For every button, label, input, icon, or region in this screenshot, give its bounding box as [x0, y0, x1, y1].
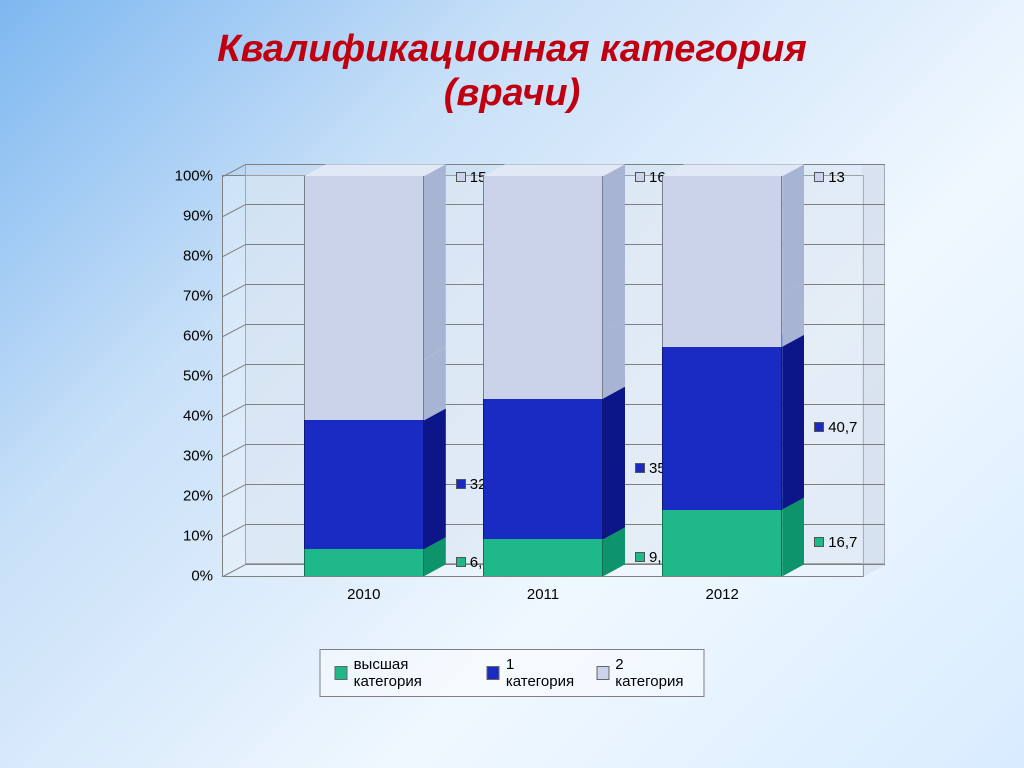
bar-segment — [662, 295, 782, 347]
bar-group: 201216,740,713 — [662, 176, 782, 576]
legend-item: 2 категория — [596, 656, 689, 690]
bar-segment — [304, 549, 424, 576]
bar-segment — [483, 332, 603, 399]
grid-connector — [223, 205, 246, 218]
y-axis-tick: 80% — [183, 248, 223, 265]
x-axis-label: 2012 — [706, 576, 739, 603]
x-axis-label: 2011 — [527, 576, 559, 603]
legend-swatch — [335, 666, 348, 680]
bar-group: 20119,2535,1816,7 — [483, 176, 603, 576]
legend-label: 1 категория — [506, 656, 580, 690]
grid-connector — [223, 525, 246, 538]
label-marker — [635, 172, 645, 182]
label-marker — [814, 537, 824, 547]
label-marker — [456, 172, 466, 182]
bar-segment — [483, 399, 603, 540]
label-marker — [814, 172, 824, 182]
bar-segment — [304, 359, 424, 420]
grid-connector — [223, 485, 246, 498]
y-axis-tick: 0% — [191, 568, 223, 585]
grid-connector — [223, 365, 246, 378]
grid-connector — [223, 565, 246, 578]
legend: высшая категория 1 категория 2 категория — [320, 649, 705, 697]
plot-side-wall — [862, 164, 885, 577]
label-marker — [456, 557, 466, 567]
data-label: 13 — [814, 169, 845, 186]
title-line-2: (врачи) — [444, 72, 581, 114]
plot-area: 0%10%20%30%40%50%60%70%80%90%100%20106,7… — [222, 175, 864, 577]
title-line-1: Квалификационная категория — [217, 28, 807, 70]
grid-connector — [223, 405, 246, 418]
legend-swatch — [596, 666, 609, 680]
grid-connector — [223, 325, 246, 338]
y-axis-tick: 90% — [183, 208, 223, 225]
y-axis-tick: 70% — [183, 288, 223, 305]
label-marker — [635, 552, 645, 562]
label-marker — [456, 479, 466, 489]
y-axis-tick: 10% — [183, 528, 223, 545]
y-axis-tick: 100% — [175, 168, 223, 185]
legend-swatch — [487, 666, 500, 680]
grid-connector — [223, 245, 246, 258]
y-axis-tick: 30% — [183, 448, 223, 465]
y-axis-tick: 60% — [183, 328, 223, 345]
legend-label: 2 категория — [615, 656, 689, 690]
bar-segment-remaining — [304, 176, 424, 359]
bar-segment — [662, 347, 782, 510]
legend-item: 1 категория — [487, 656, 580, 690]
bar-segment — [662, 510, 782, 577]
data-label: 16,7 — [814, 534, 857, 551]
y-axis-tick: 40% — [183, 408, 223, 425]
label-marker — [814, 422, 824, 432]
grid-connector — [223, 445, 246, 458]
legend-label: высшая категория — [354, 656, 471, 690]
bar-segment — [304, 420, 424, 549]
bar-segment-remaining — [483, 176, 603, 331]
data-label: 40,7 — [814, 419, 857, 436]
bar-segment-remaining — [662, 176, 782, 294]
grid-connector — [223, 285, 246, 298]
grid-connector — [223, 165, 246, 178]
bar-segment — [483, 539, 603, 576]
y-axis-tick: 20% — [183, 488, 223, 505]
legend-item: высшая категория — [335, 656, 471, 690]
bar-group: 20106,7832,215,26 — [304, 176, 424, 576]
label-marker — [635, 463, 645, 473]
y-axis-tick: 50% — [183, 368, 223, 385]
chart-title: Квалификационная категория (врачи) — [0, 0, 1024, 115]
chart-container: 0% 10% 20% 30% 40% 50% 60% 70% 80% 90% 100% 20106,7… — [127, 155, 897, 625]
x-axis-label: 2010 — [347, 576, 380, 603]
